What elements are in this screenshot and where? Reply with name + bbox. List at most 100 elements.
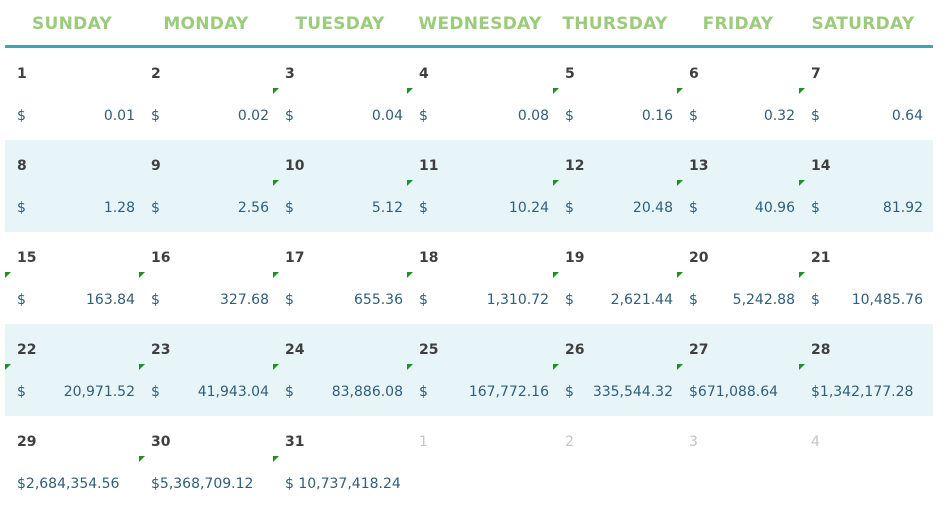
day-cell[interactable]: 2 <box>553 416 677 508</box>
day-cell[interactable]: 9 $2.56 <box>139 140 273 232</box>
day-cell[interactable]: 31 $ 10,737,418.24 <box>273 416 407 508</box>
currency-symbol: $ <box>565 292 574 308</box>
day-number: 9 <box>151 158 161 174</box>
day-cell[interactable]: 10 $5.12 <box>273 140 407 232</box>
day-cell[interactable]: 3 $0.04 <box>273 48 407 140</box>
week-row: 1 $0.01 2 $0.02 3 $0.04 4 $0.08 5 $0.16 6 $0.32 7 $0.… <box>5 48 933 140</box>
day-cell[interactable]: 8 $1.28 <box>5 140 139 232</box>
amount-value: 327.68 <box>220 292 269 308</box>
day-number: 28 <box>811 342 831 358</box>
day-cell[interactable]: 28 $1,342,177.28 <box>799 324 927 416</box>
day-cell[interactable]: 7 $0.64 <box>799 48 927 140</box>
amount-value: 10.24 <box>508 200 549 216</box>
day-cell[interactable]: 16 $327.68 <box>139 232 273 324</box>
comment-marker-icon <box>553 272 559 278</box>
amount-value: 20,971.52 <box>63 384 135 400</box>
day-cell[interactable]: 4 $0.08 <box>407 48 553 140</box>
day-cell[interactable]: 2 $0.02 <box>139 48 273 140</box>
weekday-header: SUNDAY MONDAY TUESDAY WEDNESDAY THURSDAY… <box>5 0 933 48</box>
week-row: 8 $1.28 9 $2.56 10 $5.12 11 $10.24 12 $20.48 13 $40… <box>5 140 933 232</box>
day-number: 4 <box>419 66 429 82</box>
day-cell[interactable]: 20 $5,242.88 <box>677 232 799 324</box>
amount-value: 2,621.44 <box>610 292 673 308</box>
day-cell[interactable]: 1 $0.01 <box>5 48 139 140</box>
day-cell[interactable]: 15 $163.84 <box>5 232 139 324</box>
currency-symbol: $ <box>285 108 294 124</box>
day-cell[interactable]: 24 $83,886.08 <box>273 324 407 416</box>
header-thursday: THURSDAY <box>562 14 668 34</box>
day-number: 2 <box>565 434 574 450</box>
comment-marker-icon <box>677 364 683 370</box>
day-cell[interactable]: 29 $2,684,354.56 <box>5 416 139 508</box>
day-cell[interactable]: 1 <box>407 416 553 508</box>
calendar-grid: 1 $0.01 2 $0.02 3 $0.04 4 $0.08 5 $0.16 6 $0.32 7 $0.… <box>5 48 933 508</box>
currency-symbol: $ <box>811 108 820 124</box>
currency-symbol: $ <box>285 384 294 400</box>
day-number: 15 <box>17 250 37 266</box>
currency-symbol: $ <box>17 108 26 124</box>
currency-symbol: $ <box>689 292 698 308</box>
currency-symbol: $ <box>17 200 26 216</box>
currency-symbol: $ <box>689 200 698 216</box>
day-cell[interactable]: 13 $40.96 <box>677 140 799 232</box>
comment-marker-icon <box>139 272 145 278</box>
day-cell[interactable]: 19 $2,621.44 <box>553 232 677 324</box>
day-cell[interactable]: 18 $1,310.72 <box>407 232 553 324</box>
amount-value: 5.12 <box>371 200 403 216</box>
day-cell[interactable]: 17 $655.36 <box>273 232 407 324</box>
currency-symbol: $ <box>151 384 160 400</box>
amount-value: 167,772.16 <box>468 384 549 400</box>
day-cell[interactable]: 21 $10,485.76 <box>799 232 927 324</box>
header-friday: FRIDAY <box>702 14 774 34</box>
week-row: 15 $163.84 16 $327.68 17 $655.36 18 $1,310.72 19… <box>5 232 933 324</box>
day-number: 14 <box>811 158 831 174</box>
day-cell[interactable]: 12 $20.48 <box>553 140 677 232</box>
currency-symbol: $ <box>285 200 294 216</box>
amount-value: 0.01 <box>103 108 135 124</box>
amount-value: 81.92 <box>882 200 923 216</box>
day-cell[interactable]: 23 $41,943.04 <box>139 324 273 416</box>
day-number: 18 <box>419 250 439 266</box>
day-number: 12 <box>565 158 585 174</box>
amount-value: 655.36 <box>354 292 403 308</box>
day-number: 30 <box>151 434 171 450</box>
amount-value: 163.84 <box>86 292 135 308</box>
comment-marker-icon <box>273 272 279 278</box>
day-number: 11 <box>419 158 439 174</box>
comment-marker-icon <box>273 180 279 186</box>
day-number: 4 <box>811 434 820 450</box>
day-number: 8 <box>17 158 27 174</box>
day-cell[interactable]: 25 $167,772.16 <box>407 324 553 416</box>
day-cell[interactable]: 26 $335,544.32 <box>553 324 677 416</box>
day-cell[interactable]: 4 <box>799 416 927 508</box>
day-number: 6 <box>689 66 699 82</box>
amount-value: 0.16 <box>641 108 673 124</box>
comment-marker-icon <box>799 88 805 94</box>
calendar: SUNDAY MONDAY TUESDAY WEDNESDAY THURSDAY… <box>5 0 933 508</box>
day-cell[interactable]: 6 $0.32 <box>677 48 799 140</box>
amount-value: 335,544.32 <box>592 384 673 400</box>
amount-value: 0.64 <box>891 108 923 124</box>
amount-value: 83,886.08 <box>331 384 403 400</box>
day-cell[interactable]: 11 $10.24 <box>407 140 553 232</box>
day-number: 2 <box>151 66 161 82</box>
day-cell[interactable]: 14 $81.92 <box>799 140 927 232</box>
week-row: 29 $2,684,354.56 30 $5,368,709.12 31 $ 10,737… <box>5 416 933 508</box>
currency-symbol: $ <box>151 292 160 308</box>
comment-marker-icon <box>139 456 145 462</box>
day-number: 17 <box>285 250 305 266</box>
currency-symbol: $ <box>419 200 428 216</box>
comment-marker-icon <box>553 364 559 370</box>
currency-symbol: $ <box>151 108 160 124</box>
day-number: 1 <box>419 434 428 450</box>
day-cell[interactable]: 22 $20,971.52 <box>5 324 139 416</box>
day-number: 5 <box>565 66 575 82</box>
comment-marker-icon <box>407 364 413 370</box>
day-cell[interactable]: 3 <box>677 416 799 508</box>
day-cell[interactable]: 27 $671,088.64 <box>677 324 799 416</box>
amount-value: $671,088.64 <box>689 384 779 400</box>
day-cell[interactable]: 5 $0.16 <box>553 48 677 140</box>
comment-marker-icon <box>799 364 805 370</box>
day-cell[interactable]: 30 $5,368,709.12 <box>139 416 273 508</box>
amount-value: 1.28 <box>103 200 135 216</box>
